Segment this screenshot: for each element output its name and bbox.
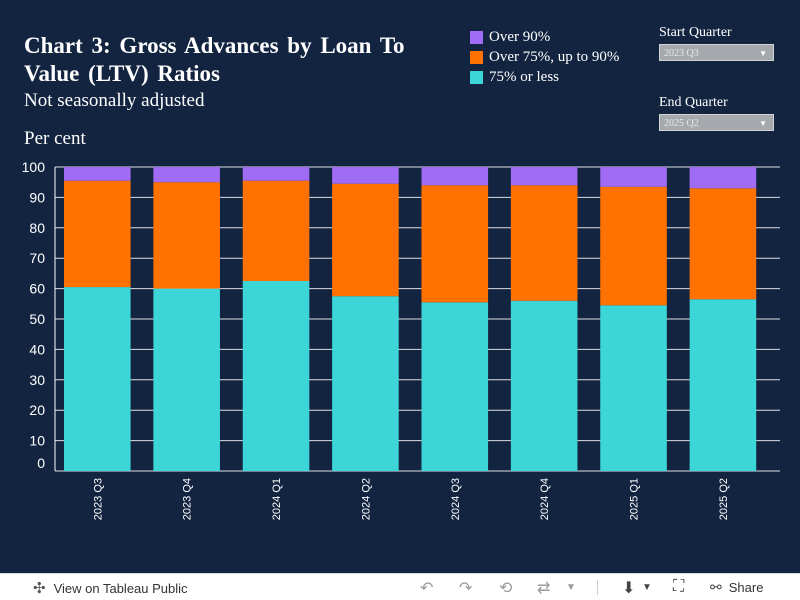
chevron-down-icon: ▼: [759, 49, 767, 58]
chevron-down-icon[interactable]: ▼: [642, 582, 652, 593]
redo-icon[interactable]: ↷: [459, 580, 473, 597]
y-tick-label: 90: [29, 189, 45, 205]
bar-segment: [689, 188, 757, 300]
x-tick-label: 2024 Q3: [450, 478, 462, 520]
bar-segment: [332, 183, 399, 297]
y-tick-label: 40: [29, 341, 45, 357]
bar-segment: [242, 180, 310, 281]
revert-icon[interactable]: ⟲: [499, 580, 513, 597]
legend-item-75-or-less[interactable]: 75% or less: [470, 67, 619, 87]
legend-swatch: [470, 70, 483, 84]
tableau-toolbar: ✣ View on Tableau Public ↶ ↷ ⟲ ⇄ ▼ ⬇ ▼ ⛶…: [0, 573, 800, 600]
bar-segment: [510, 185, 578, 301]
y-axis-units: Per cent: [24, 128, 86, 149]
share-label: Share: [728, 580, 764, 595]
bar-segment: [242, 167, 310, 181]
y-tick-label: 20: [29, 402, 45, 418]
chart-title: Chart 3: Gross Advances by Loan To Value…: [24, 33, 405, 86]
bar-segment: [689, 167, 757, 189]
chevron-down-icon[interactable]: ▼: [566, 582, 576, 593]
y-tick-label: 10: [29, 433, 45, 449]
tableau-logo-icon: ✣: [33, 580, 46, 597]
legend: Over 90% Over 75%, up to 90% 75% or less: [470, 27, 619, 87]
refresh-icon[interactable]: ⇄: [537, 580, 551, 597]
legend-label: Over 90%: [489, 28, 551, 45]
y-tick-label: 50: [29, 311, 45, 327]
bar-segment: [242, 281, 310, 471]
x-tick-label: 2025 Q1: [629, 478, 641, 520]
y-tick-label: 70: [29, 250, 45, 266]
end-quarter-value: 2025 Q2: [664, 118, 699, 129]
stacked-bar-chart: 0 10 20 30 40 50 60 70 80 90 100 2023 Q3 2023 Q4 2024…: [22, 159, 780, 520]
y-tick-label: 60: [29, 281, 45, 297]
x-tick-label: 2024 Q4: [539, 478, 551, 520]
legend-swatch: [470, 30, 483, 44]
legend-label: 75% or less: [489, 68, 559, 85]
bar-segment: [510, 167, 578, 186]
view-on-tableau-label: View on Tableau Public: [53, 580, 188, 596]
y-tick-label: 30: [29, 372, 45, 388]
bar-segment: [153, 167, 220, 183]
bar-segment: [64, 180, 131, 288]
bar-segment: [421, 302, 489, 471]
view-on-tableau-link[interactable]: ✣ View on Tableau Public: [33, 579, 188, 597]
legend-label: Over 75%, up to 90%: [489, 48, 620, 65]
share-button[interactable]: ⚯ Share: [710, 579, 763, 596]
bar-segment: [153, 182, 220, 289]
bar-segment: [510, 300, 578, 471]
x-tick-label: 2025 Q2: [718, 478, 730, 520]
bar-segment: [600, 167, 667, 187]
x-tick-label: 2024 Q1: [271, 478, 283, 520]
bar-segment: [689, 299, 757, 471]
bar-segment: [421, 167, 489, 186]
end-quarter-dropdown[interactable]: 2025 Q2 ▼: [659, 114, 774, 131]
undo-icon[interactable]: ↶: [420, 580, 434, 597]
end-quarter-label: End Quarter: [659, 95, 728, 110]
bar-segment: [153, 288, 220, 471]
start-quarter-filter: Start Quarter 2023 Q3 ▼: [659, 25, 774, 61]
start-quarter-label: Start Quarter: [659, 25, 732, 40]
x-tick-label: 2024 Q2: [360, 478, 372, 520]
chevron-down-icon: ▼: [759, 119, 767, 128]
y-tick-label: 100: [22, 159, 46, 175]
bar-segment: [64, 287, 131, 471]
x-tick-label: 2023 Q3: [92, 478, 104, 520]
toolbar-divider: [597, 580, 598, 595]
end-quarter-filter: End Quarter 2025 Q2 ▼: [659, 95, 774, 131]
chart-subtitle: Not seasonally adjusted: [24, 90, 205, 111]
legend-item-75-90[interactable]: Over 75%, up to 90%: [470, 47, 619, 67]
bar-segment: [64, 167, 131, 181]
x-tick-label: 2023 Q4: [182, 478, 194, 520]
start-quarter-value: 2023 Q3: [664, 48, 699, 59]
y-tick-label: 0: [37, 455, 45, 471]
legend-item-over-90[interactable]: Over 90%: [470, 27, 619, 47]
download-icon[interactable]: ⬇: [622, 580, 636, 597]
bar-segment: [600, 305, 667, 471]
start-quarter-dropdown[interactable]: 2023 Q3 ▼: [659, 44, 774, 61]
bar-segment: [421, 185, 489, 303]
fullscreen-icon[interactable]: ⛶: [673, 578, 685, 595]
legend-swatch: [470, 50, 483, 64]
y-tick-label: 80: [29, 220, 45, 236]
bar-segment: [332, 296, 399, 471]
bar-segment: [332, 167, 399, 184]
share-icon: ⚯: [710, 579, 722, 595]
bar-segment: [600, 186, 667, 306]
